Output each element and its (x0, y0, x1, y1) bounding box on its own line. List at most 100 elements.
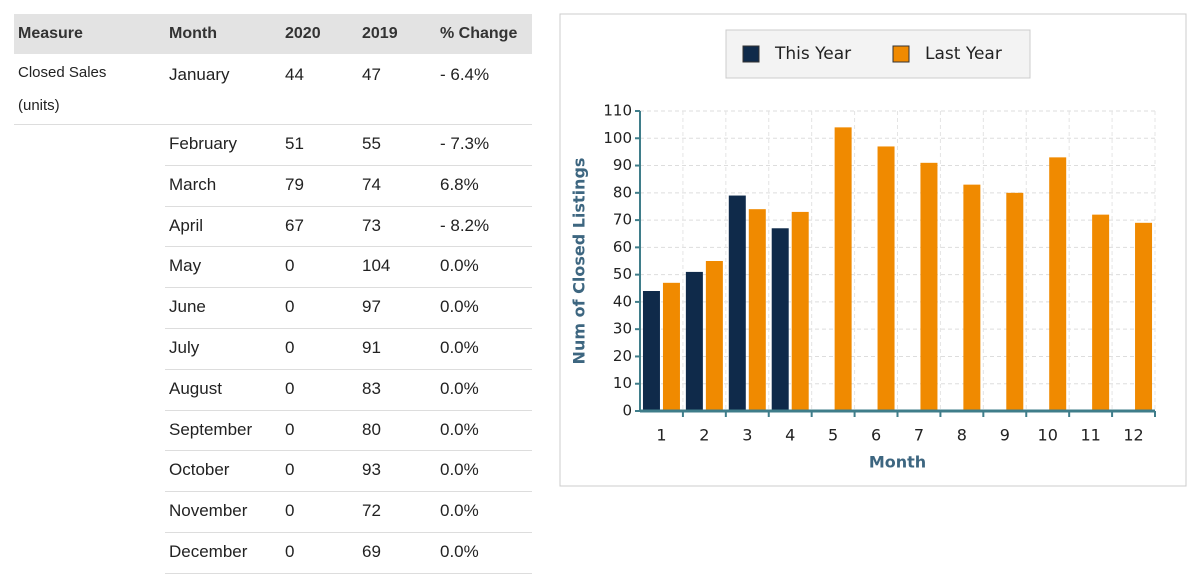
x-tick-label: 1 (656, 426, 666, 445)
table-cell: 0 (285, 542, 295, 561)
legend-swatch (892, 45, 910, 63)
table-cell: 72 (362, 501, 381, 521)
x-tick-label: 10 (1038, 426, 1058, 445)
row-rule (165, 409, 532, 411)
legend-label: This Year (774, 44, 851, 64)
column-header: 2019 (362, 25, 398, 42)
column-header: Month (169, 25, 217, 42)
table-cell: 0.0% (440, 256, 479, 276)
table-cell: 79 (285, 174, 304, 194)
table-cell: 55 (362, 134, 381, 153)
table-cell: December (169, 542, 248, 561)
row-rule (165, 246, 532, 248)
x-tick-label: 12 (1123, 426, 1143, 445)
table-cell: - 8.2% (440, 215, 490, 235)
table-cell: 0 (285, 501, 295, 521)
bar (642, 291, 660, 411)
table-cell: 0.0% (440, 542, 479, 561)
bar (791, 211, 809, 411)
bar (771, 228, 789, 411)
y-tick-label: 90 (613, 156, 632, 174)
x-axis-label: Month (869, 453, 926, 472)
column-header: % Change (440, 25, 518, 42)
table-cell: 44 (285, 65, 304, 84)
table-cell: 97 (362, 297, 381, 317)
y-tick-label: 50 (613, 265, 632, 283)
bar (748, 209, 766, 411)
bar (1049, 157, 1067, 411)
table-cell: January (169, 65, 230, 84)
bar (662, 282, 680, 411)
table-cell: 0.0% (440, 460, 479, 480)
bar (963, 184, 981, 411)
table-cell: 93 (362, 460, 381, 480)
y-tick-label: 80 (613, 183, 632, 201)
x-tick-label: 3 (742, 426, 752, 445)
table-cell: 104 (362, 256, 391, 276)
x-tick-label: 8 (957, 426, 967, 445)
table-cell: 74 (362, 174, 381, 194)
table-cell: 51 (285, 134, 304, 153)
bar (728, 195, 746, 411)
table-cell: July (169, 338, 200, 357)
y-tick-label: 100 (603, 129, 632, 147)
table-cell: October (169, 460, 230, 480)
table-cell: 47 (362, 65, 381, 84)
table-cell: March (169, 174, 217, 194)
row-rule (165, 287, 532, 289)
y-tick-label: 0 (622, 402, 632, 420)
bar (920, 162, 938, 411)
y-axis-label: Num of Closed Listings (570, 158, 589, 365)
row-rule (165, 164, 532, 166)
column-header: 2020 (285, 25, 321, 42)
table-cell: 73 (362, 215, 381, 235)
table-cell: - 6.4% (440, 65, 490, 84)
column-header: Measure (18, 25, 83, 42)
x-tick-label: 6 (871, 426, 881, 445)
bar (1006, 192, 1024, 411)
table-cell: 0.0% (440, 297, 479, 317)
table-cell: 0.0% (440, 419, 479, 439)
bar (1135, 222, 1153, 411)
header-bg (14, 14, 532, 54)
table-cell: February (169, 134, 238, 153)
y-tick-label: 10 (613, 374, 632, 392)
legend-label: Last Year (925, 44, 1002, 64)
row-rule (165, 205, 532, 207)
x-tick-label: 11 (1080, 426, 1100, 445)
table-cell: - 7.3% (440, 134, 490, 153)
table-cell: 0 (285, 378, 295, 398)
row-rule (165, 450, 532, 452)
row-rule (165, 532, 532, 533)
table-cell: June (169, 297, 206, 317)
table-cell: 80 (362, 419, 381, 439)
y-tick-label: 30 (613, 320, 632, 338)
y-tick-label: 40 (613, 292, 632, 310)
bar (705, 261, 723, 411)
y-tick-label: 60 (613, 238, 632, 256)
table-cell: November (169, 501, 248, 521)
table-cell: 67 (285, 215, 304, 235)
bar (877, 146, 895, 412)
table-cell: 0 (285, 338, 295, 357)
table-cell: 0.0% (440, 501, 479, 521)
x-tick-label: 5 (828, 426, 838, 445)
table-cell: 0 (285, 256, 295, 276)
bar (1092, 214, 1110, 411)
legend-box (725, 29, 1031, 79)
table-cell: 0 (285, 419, 295, 439)
table-cell: 6.8% (440, 174, 479, 194)
row-rule (165, 491, 532, 493)
table-cell: 83 (362, 378, 381, 398)
row-rule (165, 328, 532, 329)
table-cell: April (169, 215, 204, 235)
x-tick-label: 4 (785, 426, 795, 445)
x-tick-label: 2 (699, 426, 709, 445)
chart-frame (559, 13, 1187, 487)
table-cell: August (169, 378, 222, 398)
table-cell: 0 (285, 297, 295, 317)
table-cell: 0 (285, 460, 295, 480)
row-rule (165, 572, 532, 574)
